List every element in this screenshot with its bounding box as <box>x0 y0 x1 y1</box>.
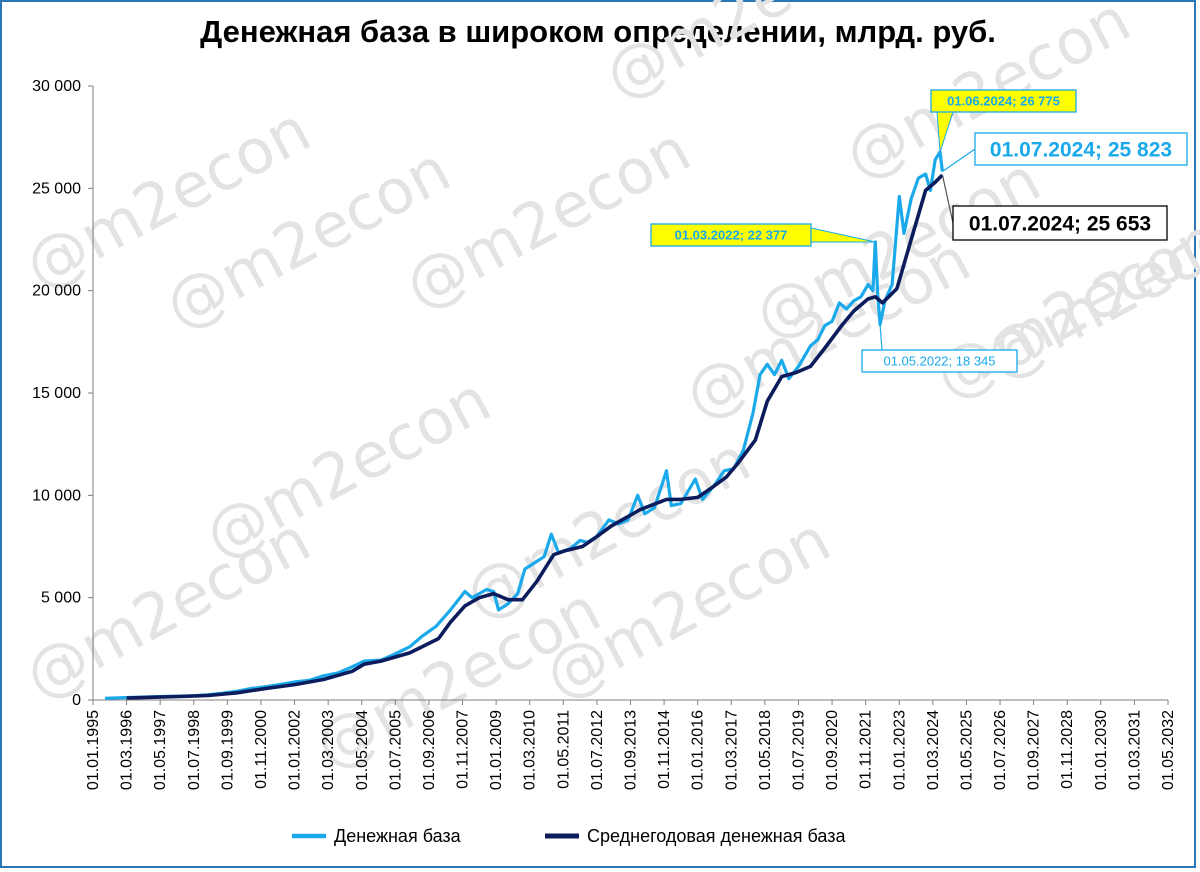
y-tick-label: 20 000 <box>32 283 81 300</box>
annotation-box <box>930 89 1077 113</box>
x-tick-label: 01.09.2027 <box>1026 710 1043 790</box>
x-tick-label: 01.07.2026 <box>992 710 1009 790</box>
x-tick-label: 01.09.2020 <box>824 710 841 790</box>
annotation-box <box>650 223 812 247</box>
x-tick-label: 01.07.2019 <box>790 710 807 790</box>
annotation-label: 01.06.2024; 26 775 <box>947 94 1060 109</box>
x-tick-label: 01.03.2024 <box>925 710 942 790</box>
annotation-label: 01.07.2024; 25 823 <box>990 139 1172 162</box>
x-tick-label: 01.05.1997 <box>152 710 169 790</box>
x-tick-label: 01.07.2012 <box>589 710 606 790</box>
annotation-leader <box>941 174 954 224</box>
watermark-text: @m2econ <box>193 363 502 574</box>
x-tick-label: 01.11.2021 <box>858 710 875 789</box>
x-tick-label: 01.07.1998 <box>186 710 203 790</box>
x-tick-label: 01.03.2031 <box>1126 710 1143 790</box>
x-tick-label: 01.11.2000 <box>253 710 270 789</box>
watermark-text: @m2econ <box>393 113 702 324</box>
chart-title: Денежная база в широком определении, млр… <box>200 14 996 49</box>
y-tick-label: 10 000 <box>32 487 81 504</box>
y-tick-label: 30 000 <box>32 78 81 95</box>
series-line-base <box>104 150 944 700</box>
annotation-leader <box>942 148 976 172</box>
annotation-label: 01.07.2024; 25 653 <box>969 213 1151 236</box>
x-tick-label: 01.09.2006 <box>421 710 438 790</box>
legend-label: Денежная база <box>334 826 462 846</box>
x-tick-label: 01.05.2011 <box>555 710 572 789</box>
y-tick-label: 5 000 <box>41 590 81 607</box>
x-tick-label: 01.03.2010 <box>522 710 539 790</box>
x-tick-label: 01.05.2025 <box>958 710 975 790</box>
x-tick-label: 01.01.2009 <box>488 710 505 790</box>
x-tick-label: 01.03.2017 <box>723 710 740 790</box>
annotation-box <box>974 132 1188 166</box>
x-tick-label: 01.09.2013 <box>623 710 640 790</box>
series-line-average <box>126 173 944 700</box>
x-tick-label: 01.01.2030 <box>1093 710 1110 790</box>
x-tick-label: 01.11.2014 <box>656 710 673 789</box>
annotation-label: 01.05.2022; 18 345 <box>883 354 995 369</box>
x-tick-label: 01.01.1995 <box>85 710 102 790</box>
x-tick-label: 01.01.2002 <box>287 710 304 790</box>
x-tick-label: 01.11.2028 <box>1059 710 1076 789</box>
x-tick-label: 01.03.2003 <box>320 710 337 790</box>
y-tick-label: 15 000 <box>32 385 81 402</box>
x-tick-label: 01.09.1999 <box>219 710 236 790</box>
annotation-leader <box>879 324 883 351</box>
x-tick-label: 01.01.2023 <box>891 710 908 790</box>
x-tick-label: 01.03.1996 <box>119 710 136 790</box>
y-tick-label: 0 <box>72 692 81 709</box>
x-tick-label: 01.05.2004 <box>354 710 371 790</box>
annotation-box <box>952 205 1168 241</box>
y-tick-label: 25 000 <box>32 180 81 197</box>
x-tick-label: 01.07.2005 <box>387 710 404 790</box>
annotation-box <box>861 349 1018 373</box>
annotation-label: 01.03.2022; 22 377 <box>675 228 788 243</box>
x-tick-label: 01.01.2016 <box>690 710 707 790</box>
watermark-text: @m2econ <box>593 0 902 113</box>
legend-label: Среднегодовая денежная база <box>587 826 846 846</box>
x-tick-label: 01.11.2007 <box>455 710 472 789</box>
x-tick-label: 01.05.2018 <box>757 710 774 790</box>
x-tick-label: 01.05.2032 <box>1160 710 1177 790</box>
